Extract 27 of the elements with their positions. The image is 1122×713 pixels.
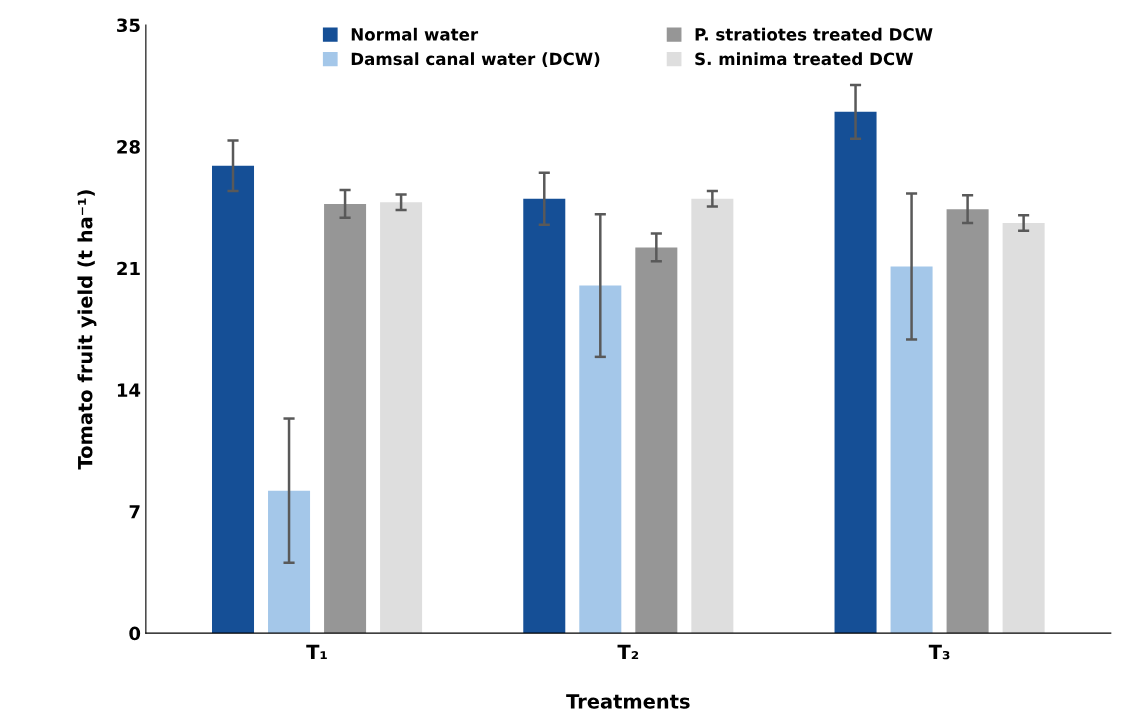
y-tick-label: 14 xyxy=(117,383,141,397)
bar xyxy=(946,209,989,634)
bar xyxy=(635,247,678,634)
y-tick-label: 28 xyxy=(117,140,140,154)
bar xyxy=(212,165,255,634)
bar xyxy=(523,198,566,634)
bar xyxy=(324,203,367,634)
bar xyxy=(691,198,734,634)
legend-label: Normal water xyxy=(351,27,479,41)
y-axis-title: Tomato fruit yield (t ha⁻¹) xyxy=(77,190,97,470)
y-tick-label: 0 xyxy=(129,626,141,641)
bar xyxy=(834,111,877,634)
bar xyxy=(268,490,311,634)
bar xyxy=(579,285,622,634)
bar xyxy=(1002,223,1045,634)
legend-label: Damsal canal water (DCW) xyxy=(351,52,600,68)
bar xyxy=(890,266,933,634)
y-tick-label: 35 xyxy=(117,18,140,33)
x-axis-title: Treatments xyxy=(566,694,690,709)
x-tick-label: T₃ xyxy=(928,644,950,660)
bar xyxy=(380,202,423,634)
legend-label: P. stratiotes treated DCW xyxy=(695,27,933,41)
x-tick-label: T₂ xyxy=(617,644,639,660)
x-tick-label: T₁ xyxy=(306,644,327,660)
y-tick-label: 21 xyxy=(117,261,140,276)
y-tick-label: 7 xyxy=(129,505,140,519)
legend-label: S. minima treated DCW xyxy=(695,52,913,66)
